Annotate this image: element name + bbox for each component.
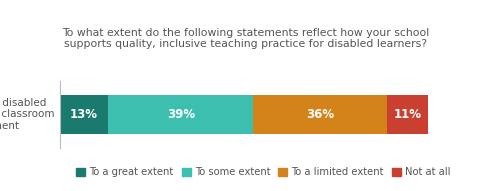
Bar: [108, 95, 253, 134]
Legend: To a great extent, To some extent, To a limited extent, Not at all: To a great extent, To some extent, To a …: [72, 163, 454, 181]
Text: 36%: 36%: [306, 108, 335, 121]
Text: Individualised planning for disabled
learners is well aligned with classroom
lea: Individualised planning for disabled lea…: [0, 98, 54, 131]
Text: 39%: 39%: [167, 108, 195, 121]
Bar: [60, 95, 108, 134]
Text: 13%: 13%: [70, 108, 98, 121]
Text: To what extent do the following statements reflect how your school
supports qual: To what extent do the following statemen…: [62, 28, 430, 49]
Text: 11%: 11%: [394, 108, 422, 121]
Bar: [387, 95, 428, 134]
Bar: [253, 95, 387, 134]
